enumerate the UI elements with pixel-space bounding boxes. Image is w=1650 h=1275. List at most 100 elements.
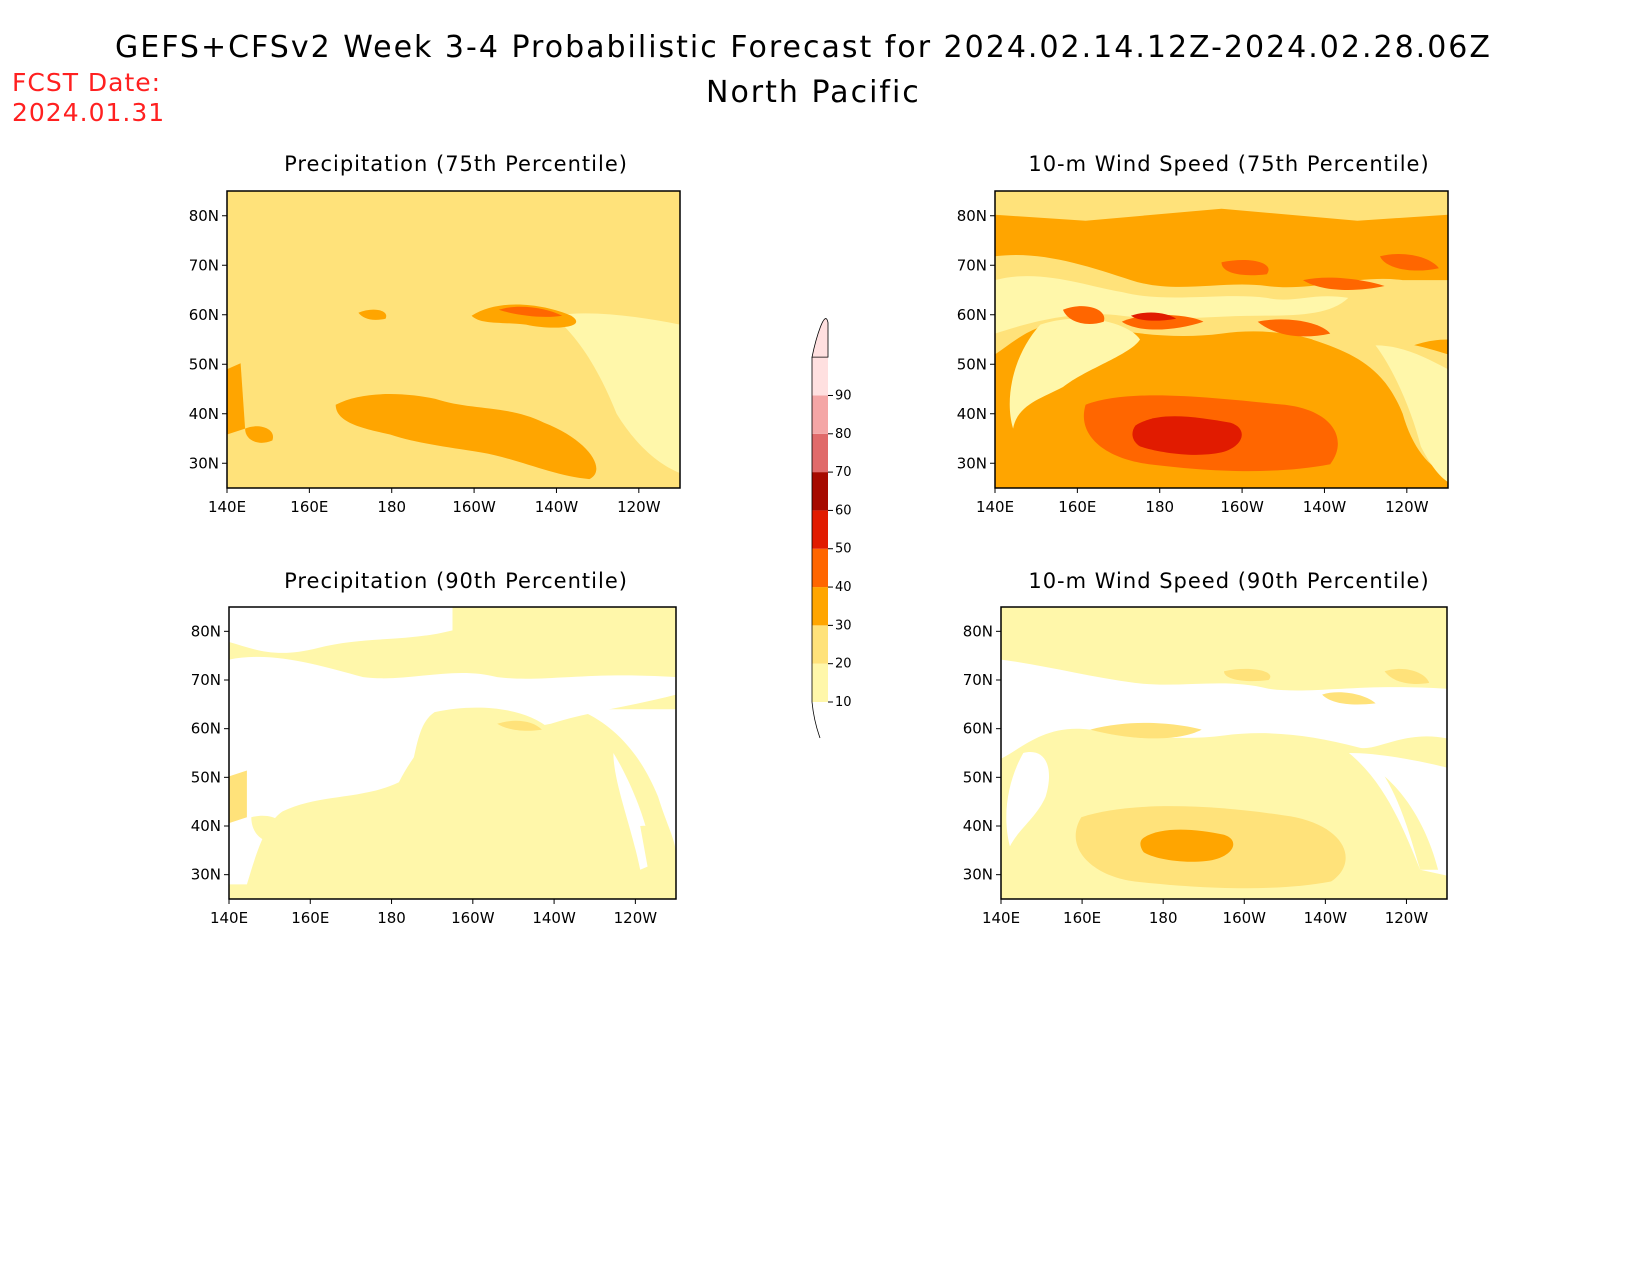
contour-region xyxy=(471,304,577,328)
colorbar-segment xyxy=(812,548,828,588)
lat-tick-label: 60N xyxy=(963,720,993,738)
map-panel-precip-75: 140E 160E 180 160W 140W 120W 30N 40N 50N 60N 70N 80… xyxy=(0,0,681,516)
colorbar-segment xyxy=(812,433,828,473)
contour-region xyxy=(1375,345,1448,483)
contour-fill-wind-90 xyxy=(1001,607,1447,899)
contour-fill-wind-75 xyxy=(995,191,1448,488)
contour-region xyxy=(1380,253,1439,271)
map-frame xyxy=(226,190,681,489)
lon-tick-label: 160E xyxy=(291,909,329,927)
map-panel-precip-90: 140E 160E 180 160W 140W 120W 30N 40N 50N 60N 70N 80… xyxy=(191,606,677,927)
colorbar-bottom-cap xyxy=(811,701,821,739)
contour-region xyxy=(1221,259,1269,276)
lat-tick-label: 70N xyxy=(963,671,993,689)
map-panel-wind-75: 140E 160E 180 160W 140W 120W 30N 40N 50N 60N 70N 80… xyxy=(0,0,1449,516)
lat-tick-label: 80N xyxy=(189,207,219,225)
lon-tick-label: 180 xyxy=(377,909,406,927)
lon-tick-label: 120W xyxy=(617,498,661,516)
lat-tick-label: 50N xyxy=(189,355,219,373)
colorbar-segment xyxy=(812,625,828,664)
lon-tick-label: 140W xyxy=(1303,498,1347,516)
contour-region xyxy=(227,363,246,435)
coastline xyxy=(0,0,1,1)
colorbar-tick-label: 70 xyxy=(835,465,852,480)
contour-region xyxy=(577,709,676,856)
lon-tick-label: 160W xyxy=(451,909,495,927)
lon-tick-label: 140E xyxy=(210,909,248,927)
lon-tick-label: 160E xyxy=(290,498,328,516)
lon-tick-label: 140E xyxy=(982,909,1020,927)
contour-region xyxy=(229,656,676,885)
colorbar-segment xyxy=(812,510,828,549)
lat-tick-label: 70N xyxy=(189,256,219,274)
contour-region xyxy=(995,276,1349,334)
colorbar-segment xyxy=(812,357,828,396)
contour-region xyxy=(297,707,632,899)
panel-title-wind-90: 10-m Wind Speed (90th Percentile) xyxy=(1028,569,1430,593)
contour-region xyxy=(335,394,597,480)
lon-tick-label: 160W xyxy=(1220,498,1264,516)
lon-tick-label: 140E xyxy=(976,498,1014,516)
lat-tick-label: 70N xyxy=(957,256,987,274)
coastline xyxy=(0,0,1,1)
contour-region xyxy=(1384,776,1439,870)
colorbar-segment xyxy=(812,587,828,626)
colorbar-tick-label: 60 xyxy=(835,503,852,518)
panel-title-precip-75: Precipitation (75th Percentile) xyxy=(284,152,628,176)
contour-region xyxy=(1322,692,1376,705)
lat-tick-label: 40N xyxy=(189,405,219,423)
colorbar: 10 20 30 40 50 60 70 80 90 xyxy=(811,318,852,739)
lat-tick-label: 80N xyxy=(963,622,993,640)
colorbar-top-cap xyxy=(811,318,829,358)
contour-region xyxy=(1001,659,1447,759)
contour-region xyxy=(1257,319,1331,337)
contour-region xyxy=(358,309,387,320)
lon-tick-label: 160E xyxy=(1063,909,1101,927)
colorbar-segment xyxy=(812,472,828,511)
panel-title-wind-75: 10-m Wind Speed (75th Percentile) xyxy=(1028,152,1430,176)
panel-title-precip-90: Precipitation (90th Percentile) xyxy=(284,569,628,593)
contour-region xyxy=(245,426,274,443)
colorbar-segment xyxy=(812,663,828,702)
fcst-date-value: 2024.01.31 xyxy=(12,98,166,127)
colorbar-tick-label: 40 xyxy=(835,580,852,595)
lat-tick-label: 60N xyxy=(957,306,987,324)
lon-tick-label: 180 xyxy=(377,498,406,516)
contour-fill-precip-90 xyxy=(229,607,676,899)
lat-tick-label: 80N xyxy=(957,207,987,225)
contour-region xyxy=(1006,752,1050,847)
lon-tick-label: 140W xyxy=(535,498,579,516)
lon-tick-label: 120W xyxy=(1385,498,1429,516)
lat-tick-label: 60N xyxy=(189,306,219,324)
contour-region xyxy=(640,825,668,876)
lat-tick-label: 50N xyxy=(191,768,221,786)
contour-region xyxy=(1009,318,1140,429)
lat-tick-label: 40N xyxy=(963,817,993,835)
colorbar-tick-label: 50 xyxy=(835,542,852,557)
lon-tick-label: 140E xyxy=(208,498,246,516)
colorbar-tick-label: 10 xyxy=(835,695,852,710)
lat-tick-label: 80N xyxy=(191,622,221,640)
lon-tick-label: 160W xyxy=(452,498,496,516)
map-frame xyxy=(228,606,677,900)
colorbar-tick-label: 90 xyxy=(835,388,852,403)
colorbar-segment xyxy=(812,395,828,434)
contour-region xyxy=(995,191,1448,221)
colorbar-tick-label: 80 xyxy=(835,427,852,442)
lon-tick-label: 160E xyxy=(1058,498,1096,516)
contour-region xyxy=(1090,722,1202,739)
contour-region xyxy=(498,306,563,317)
lat-tick-label: 70N xyxy=(191,671,221,689)
contour-region xyxy=(1063,306,1105,325)
lat-tick-label: 60N xyxy=(191,720,221,738)
contour-region xyxy=(1130,312,1177,321)
lat-tick-label: 50N xyxy=(957,355,987,373)
contour-region xyxy=(1384,668,1430,684)
lon-tick-label: 140W xyxy=(532,909,576,927)
contour-region xyxy=(229,607,453,653)
lat-tick-label: 50N xyxy=(963,768,993,786)
map-frame xyxy=(994,190,1449,489)
contour-region xyxy=(1132,416,1242,455)
contour-region xyxy=(1303,277,1385,290)
